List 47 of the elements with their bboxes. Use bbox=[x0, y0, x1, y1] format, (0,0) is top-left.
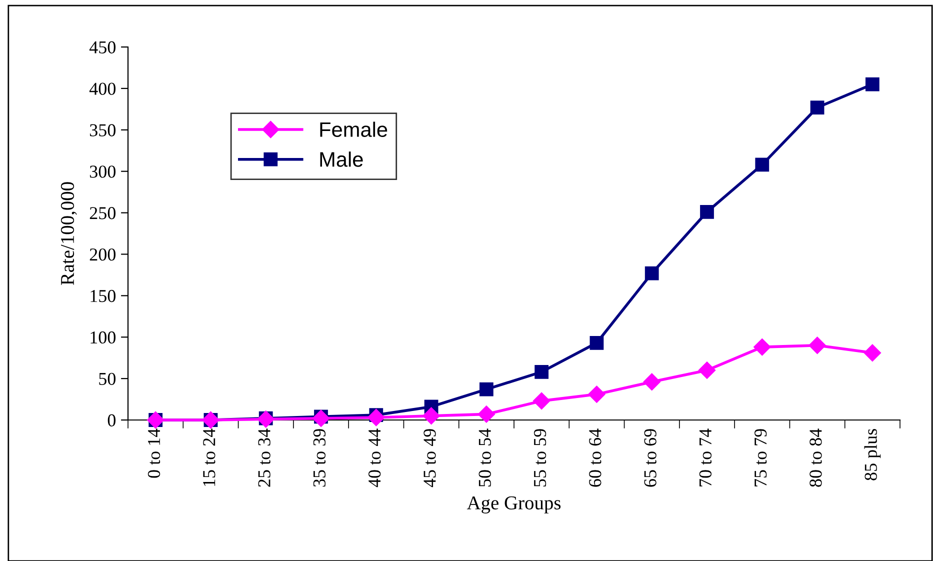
point bbox=[865, 77, 880, 92]
x-tick-label: 15 to 24 bbox=[203, 428, 216, 486]
y-tick-label: 0 bbox=[108, 414, 116, 426]
point bbox=[479, 382, 494, 396]
point bbox=[808, 336, 826, 354]
y-tick-label: 200 bbox=[90, 248, 116, 261]
x-tick-label: 0 to 14 bbox=[148, 428, 160, 478]
point bbox=[644, 266, 659, 280]
point bbox=[478, 406, 495, 423]
point bbox=[700, 205, 714, 219]
x-tick-label: 65 to 69 bbox=[644, 429, 656, 487]
point bbox=[755, 158, 770, 172]
x-tick-label: 80 to 84 bbox=[810, 428, 822, 487]
point bbox=[810, 100, 824, 114]
x-tick-label: 40 to 44 bbox=[368, 428, 381, 488]
x-tick-label: 70 to 74 bbox=[699, 428, 712, 486]
legend-label: Female bbox=[320, 122, 388, 138]
y-tick-label: 150 bbox=[90, 290, 116, 302]
point bbox=[368, 408, 385, 426]
x-tick-label: 35 to 39 bbox=[313, 429, 326, 487]
x-tick-label: 85 plus bbox=[864, 428, 881, 480]
y-tick-label: 100 bbox=[90, 331, 116, 344]
point bbox=[533, 392, 550, 410]
x-tick-label: 55 to 59 bbox=[534, 429, 546, 486]
point bbox=[698, 362, 716, 379]
point bbox=[588, 386, 606, 403]
legend-label: Male bbox=[320, 152, 363, 167]
y-tick-label: 50 bbox=[99, 372, 116, 385]
x-tick-label: 25 to 34 bbox=[258, 428, 270, 487]
point bbox=[422, 407, 440, 424]
point bbox=[590, 336, 604, 350]
y-tick-label: 450 bbox=[89, 41, 116, 54]
y-tick-label: 400 bbox=[89, 82, 116, 95]
x-tick-label: 75 to 79 bbox=[754, 429, 767, 486]
y-tick-label: 350 bbox=[90, 124, 116, 136]
x-tick-label: 60 to 64 bbox=[589, 428, 602, 487]
point bbox=[754, 338, 771, 356]
point bbox=[534, 364, 549, 379]
y-axis-title: Rate/100,000 bbox=[60, 182, 77, 286]
point bbox=[864, 344, 881, 362]
x-tick-label: 50 to 54 bbox=[478, 428, 491, 486]
point bbox=[643, 373, 660, 390]
point bbox=[312, 410, 330, 427]
y-tick-label: 250 bbox=[90, 207, 116, 220]
x-axis-title: Age Groups bbox=[466, 496, 561, 514]
x-tick-label: 45 to 49 bbox=[424, 429, 436, 488]
y-tick-label: 300 bbox=[90, 166, 116, 178]
